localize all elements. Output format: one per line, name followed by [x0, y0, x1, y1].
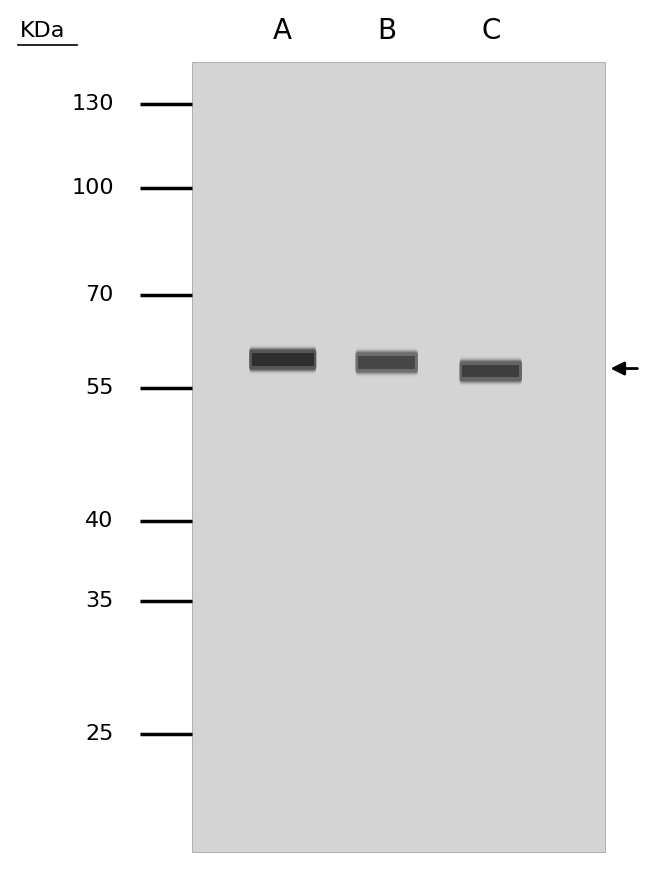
FancyBboxPatch shape [250, 348, 317, 371]
Text: 130: 130 [72, 94, 114, 114]
Text: 70: 70 [85, 285, 114, 305]
Bar [358, 356, 415, 369]
Text: C: C [481, 17, 500, 45]
FancyBboxPatch shape [460, 361, 522, 382]
FancyBboxPatch shape [250, 350, 317, 369]
Text: KDa: KDa [20, 21, 65, 41]
FancyBboxPatch shape [250, 347, 317, 372]
Text: A: A [273, 17, 292, 45]
Text: 25: 25 [85, 725, 114, 744]
FancyBboxPatch shape [356, 353, 418, 372]
FancyBboxPatch shape [356, 351, 418, 374]
FancyBboxPatch shape [460, 361, 522, 381]
Text: B: B [377, 17, 396, 45]
FancyBboxPatch shape [250, 347, 317, 372]
Bar [192, 62, 604, 852]
Bar [462, 365, 519, 377]
Text: 35: 35 [85, 591, 114, 611]
Text: 100: 100 [71, 178, 114, 198]
FancyBboxPatch shape [460, 360, 522, 383]
FancyBboxPatch shape [250, 350, 317, 369]
Bar [252, 353, 313, 366]
FancyBboxPatch shape [460, 361, 522, 382]
FancyBboxPatch shape [250, 349, 317, 370]
FancyBboxPatch shape [250, 348, 317, 371]
FancyBboxPatch shape [460, 360, 522, 383]
Text: 40: 40 [85, 511, 114, 531]
Text: 55: 55 [85, 378, 114, 398]
FancyBboxPatch shape [356, 352, 418, 373]
FancyBboxPatch shape [250, 349, 317, 370]
FancyBboxPatch shape [356, 353, 418, 372]
FancyBboxPatch shape [460, 359, 522, 384]
FancyBboxPatch shape [460, 361, 522, 381]
FancyBboxPatch shape [356, 352, 418, 373]
FancyBboxPatch shape [356, 351, 418, 374]
